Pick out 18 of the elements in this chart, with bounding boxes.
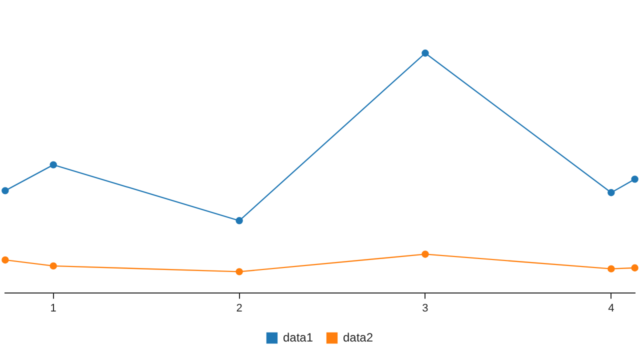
legend-label: data1 <box>282 330 314 344</box>
point <box>50 262 57 270</box>
point <box>2 187 9 194</box>
point <box>50 161 57 168</box>
point <box>2 256 9 264</box>
point <box>422 50 429 57</box>
point <box>422 250 429 258</box>
x-tick-label: 1 <box>50 302 56 314</box>
x-tick-label: 3 <box>422 302 428 314</box>
point <box>236 217 243 224</box>
point <box>631 176 638 183</box>
x-tick-label: 2 <box>236 302 242 314</box>
legend-label: data2 <box>343 330 374 344</box>
point <box>608 189 615 196</box>
x-tick-label: 4 <box>608 302 614 314</box>
point <box>631 264 638 272</box>
point <box>236 268 243 276</box>
point <box>608 265 615 272</box>
